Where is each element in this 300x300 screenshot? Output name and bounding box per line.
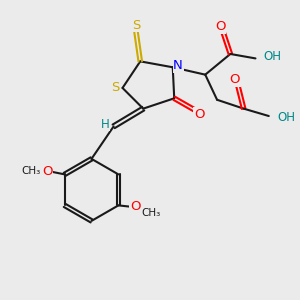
Text: OH: OH: [277, 111, 295, 124]
Text: O: O: [215, 20, 225, 33]
Text: O: O: [194, 108, 205, 121]
Text: H: H: [100, 118, 109, 130]
Text: OH: OH: [264, 50, 282, 63]
Text: S: S: [132, 19, 140, 32]
Text: O: O: [230, 73, 240, 86]
Text: S: S: [111, 82, 119, 94]
Text: O: O: [42, 165, 53, 178]
Text: CH₃: CH₃: [141, 208, 160, 218]
Text: N: N: [173, 59, 183, 72]
Text: O: O: [130, 200, 140, 213]
Text: CH₃: CH₃: [22, 167, 41, 176]
